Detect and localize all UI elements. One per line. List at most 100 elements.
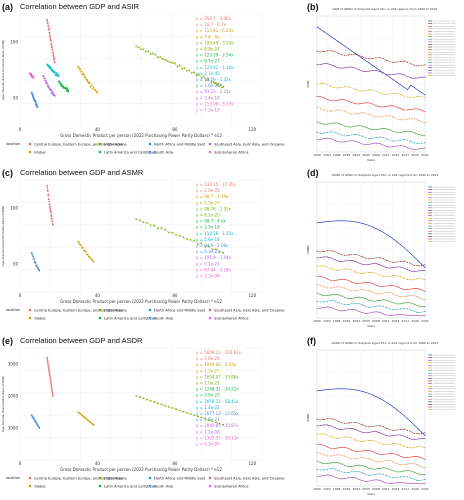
regression-equation: y = 98.7 - 4.5x (196, 219, 227, 224)
data-point (50, 385, 53, 388)
data-point (211, 248, 214, 251)
panel-c-title: Correlation between GDP and ASMR (20, 168, 144, 177)
trend-point (337, 269, 339, 271)
regression-equation: y = 16.7 - 0.7x (196, 22, 227, 27)
data-point (51, 393, 54, 396)
trend-point (400, 464, 402, 466)
trend-point (410, 309, 412, 311)
legend-item: South Asia (154, 316, 173, 320)
trend-point (393, 116, 395, 118)
trend-point (330, 287, 332, 289)
legend-swatch (148, 150, 152, 154)
data-point (45, 81, 48, 84)
data-point (35, 102, 38, 105)
regression-equation: y = 7.8 - 0x (196, 34, 220, 39)
legend-item: North Africa and Middle East (154, 308, 206, 312)
legend-box (427, 352, 461, 412)
y-axis-title: ASDR (306, 414, 310, 422)
regression-equation: y = 8.2e-20 (196, 213, 220, 218)
x-axis-title: Years (367, 492, 375, 496)
data-point (157, 227, 159, 230)
data-point (217, 82, 220, 85)
data-point (34, 260, 36, 263)
trend-point (386, 292, 388, 293)
trend-point (400, 296, 402, 298)
trend-line (316, 131, 426, 145)
trend-point (424, 432, 426, 434)
trend-line (316, 256, 425, 272)
trend-point (386, 475, 388, 477)
data-point (49, 208, 52, 211)
legend-swatch (98, 316, 102, 320)
legend-swatch (148, 308, 152, 312)
legend-swatch (98, 308, 102, 312)
trend-line (316, 388, 426, 436)
trend-point (410, 477, 412, 479)
year-tick-label: 2020 (411, 487, 419, 491)
x-tick-label: 40 (95, 461, 101, 466)
trend-point (410, 141, 412, 142)
trend-line (316, 26, 426, 96)
data-point (51, 390, 54, 393)
regression-equation: y = 110.56 - 1.25x (196, 231, 234, 236)
legend-swatch (208, 316, 212, 320)
regression-equation: y = 2659.11 - 58.41x (196, 399, 239, 404)
x-axis-title: Gross Domestic Product per person (2022 … (60, 467, 222, 472)
trend-point (424, 122, 426, 124)
data-point (196, 243, 199, 246)
regression-equation: y = 2.5e-18 (196, 225, 220, 230)
regression-equation: y = 75.59 - 1.32x (196, 77, 232, 82)
trend-point (417, 143, 419, 145)
trend-point (393, 92, 395, 94)
trend-line (316, 121, 426, 136)
y-axis-title: ASMR (306, 246, 310, 255)
trend-point (323, 265, 325, 267)
legend-swatch (148, 142, 152, 146)
year-tick-label: 2011 (382, 153, 390, 157)
y-tick-label: 100 (10, 39, 18, 44)
regression-equation: y = 2.1e-45 (196, 71, 220, 76)
trend-point (361, 90, 363, 92)
legend-swatch (98, 476, 102, 480)
regression-equation: y = 3.3e-08 (196, 274, 220, 279)
year-tick-label: 2017 (402, 153, 410, 157)
year-tick-label: 2011 (382, 487, 390, 491)
x-axis-title: Years (367, 324, 375, 328)
trend-line (316, 460, 426, 476)
regression-line (46, 19, 56, 63)
data-point (96, 91, 99, 94)
data-point (48, 371, 51, 373)
data-point (52, 55, 55, 58)
regression-line (43, 75, 56, 96)
panel-c-label: (c) (2, 168, 13, 178)
chart-title: ASIR of GERD of Subjects Aged 20+ in 204… (332, 7, 437, 11)
data-point (178, 234, 181, 237)
legend-item: High-income (104, 142, 128, 146)
trend-line (316, 275, 426, 292)
trend-point (417, 119, 419, 121)
data-point (88, 256, 91, 258)
trend-point (424, 264, 426, 266)
data-point (53, 57, 56, 60)
data-point (178, 64, 181, 67)
regression-equation: y = 103.49 - 3.59x (196, 40, 234, 45)
x-tick-label: 40 (95, 293, 101, 298)
legend-item: Global (34, 150, 45, 154)
data-point (51, 388, 53, 391)
data-point (56, 73, 59, 76)
trend-point (354, 53, 356, 55)
legend-item: Global (34, 484, 45, 488)
trend-point (379, 136, 381, 138)
trend-point (330, 85, 332, 87)
panel-d-label: (d) (307, 168, 319, 178)
regression-equation: y = 1.2e-08 (196, 429, 220, 434)
scatter-chart-a: 0 40 80 120 100 50 Gross Domestic Product per … (1, 13, 284, 154)
data-point (47, 194, 50, 197)
regression-line (46, 64, 59, 76)
year-tick-label: 2008 (372, 153, 380, 157)
trend-point (417, 278, 419, 280)
data-point (219, 83, 222, 86)
regression-equation: y = 6.2e-09 (196, 442, 220, 447)
legend-item: Central Europe, Eastern Europe, and Cent… (34, 142, 123, 146)
trend-point (361, 441, 363, 442)
